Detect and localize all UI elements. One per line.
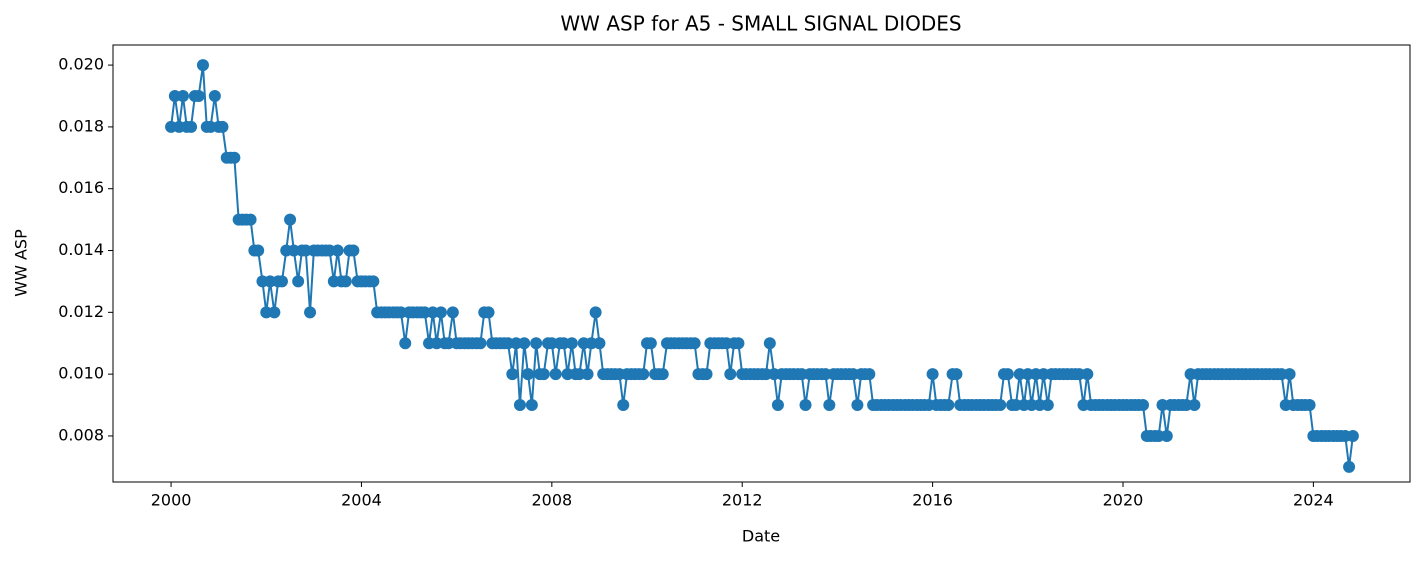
data-point [700, 368, 713, 381]
data-point [823, 399, 836, 412]
data-point [581, 368, 594, 381]
data-point [522, 368, 535, 381]
y-tick-label: 0.010 [58, 364, 104, 383]
data-point [851, 399, 864, 412]
data-point [208, 89, 221, 102]
data-point [244, 213, 257, 226]
data-point [252, 244, 265, 257]
data-point [399, 337, 412, 350]
data-point [549, 368, 562, 381]
x-tick-label: 2004 [341, 491, 382, 510]
y-tick-label: 0.014 [58, 240, 104, 259]
data-point [304, 306, 317, 319]
data-point [275, 275, 288, 288]
data-point [292, 275, 305, 288]
data-point [1001, 368, 1014, 381]
data-point [644, 337, 657, 350]
data-point [176, 89, 189, 102]
data-point [771, 399, 784, 412]
data-point [192, 89, 205, 102]
x-tick-label: 2020 [1103, 491, 1144, 510]
data-point [565, 337, 578, 350]
data-point [799, 399, 812, 412]
data-point [331, 244, 344, 257]
data-point [525, 399, 538, 412]
data-point [347, 244, 360, 257]
data-point [1081, 368, 1094, 381]
data-point [863, 368, 876, 381]
data-point [994, 399, 1007, 412]
data-point [284, 213, 297, 226]
y-tick-label: 0.012 [58, 302, 104, 321]
data-point [537, 368, 550, 381]
data-point [530, 337, 543, 350]
data-point [1160, 429, 1173, 442]
data-point [482, 306, 495, 319]
data-point [513, 399, 526, 412]
data-point [688, 337, 701, 350]
data-point [942, 399, 955, 412]
x-tick-label: 2024 [1293, 491, 1334, 510]
data-point [763, 337, 776, 350]
x-tick-label: 2016 [912, 491, 953, 510]
y-tick-label: 0.016 [58, 178, 104, 197]
data-point [185, 120, 198, 133]
x-tick-label: 2000 [151, 491, 192, 510]
data-point [1041, 399, 1054, 412]
data-point [724, 368, 737, 381]
plot-frame [112, 44, 1411, 483]
x-tick-label: 2012 [722, 491, 763, 510]
chart-title: WW ASP for A5 - SMALL SIGNAL DIODES [560, 12, 961, 36]
data-point [228, 151, 241, 164]
x-tick-label: 2008 [531, 491, 572, 510]
data-point [518, 337, 531, 350]
data-point [474, 337, 487, 350]
data-point [732, 337, 745, 350]
data-point [950, 368, 963, 381]
data-point [339, 275, 352, 288]
y-tick-label: 0.008 [58, 425, 104, 444]
data-point [268, 306, 281, 319]
data-point [617, 399, 630, 412]
data-point [1303, 399, 1316, 412]
data-point [593, 337, 606, 350]
y-tick-label: 0.020 [58, 55, 104, 74]
data-point [1283, 368, 1296, 381]
x-axis-label: Date [742, 527, 780, 546]
data-point [1188, 399, 1201, 412]
data-point [506, 368, 519, 381]
data-point [656, 368, 669, 381]
data-point [1136, 399, 1149, 412]
data-point [1343, 460, 1356, 473]
data-point [589, 306, 602, 319]
data-point [637, 368, 650, 381]
y-tick-label: 0.018 [58, 116, 104, 135]
data-point [367, 275, 380, 288]
data-point [196, 59, 209, 72]
data-point [1346, 429, 1359, 442]
data-point [434, 306, 447, 319]
data-point [216, 120, 229, 133]
data-point [926, 368, 939, 381]
data-point [446, 306, 459, 319]
y-axis-label: WW ASP [12, 229, 31, 297]
